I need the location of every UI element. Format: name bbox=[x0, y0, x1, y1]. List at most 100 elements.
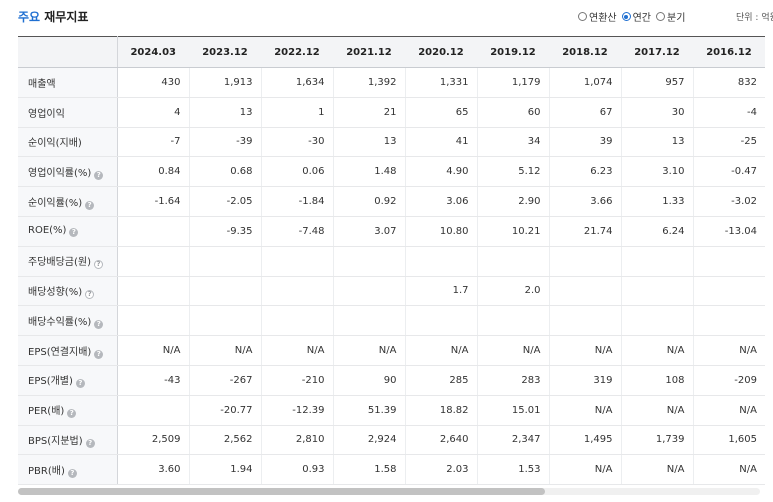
table-cell: 1 bbox=[261, 97, 334, 128]
row-label-cell: 매출액 bbox=[18, 67, 118, 98]
table-cell: -39 bbox=[189, 127, 262, 158]
row-label: 영업이익률(%) bbox=[28, 167, 92, 179]
row-label: 주당배당금(원) bbox=[28, 257, 92, 269]
table-cell: -13.04 bbox=[693, 216, 765, 247]
row-label: ROE(%) bbox=[28, 225, 67, 237]
table-cell: 67 bbox=[549, 97, 622, 128]
table-cell: -43 bbox=[117, 365, 190, 396]
table-cell: 51.39 bbox=[333, 395, 406, 426]
help-icon[interactable]: ? bbox=[75, 379, 85, 389]
help-icon[interactable]: ? bbox=[69, 228, 79, 238]
table-cell: 3.07 bbox=[333, 216, 406, 247]
table-cell: N/A bbox=[189, 335, 262, 366]
period-option-2[interactable]: 분기 bbox=[656, 9, 685, 24]
help-icon[interactable]: ? bbox=[94, 349, 104, 359]
table-cell: 18.82 bbox=[405, 395, 478, 426]
help-icon[interactable]: ? bbox=[94, 319, 104, 329]
table-cell bbox=[405, 246, 478, 277]
period-option-1[interactable]: 연간 bbox=[621, 9, 652, 24]
help-outline-icon[interactable]: ? bbox=[85, 289, 95, 299]
scrollbar-thumb[interactable] bbox=[18, 488, 545, 495]
table-cell: 1,074 bbox=[549, 67, 622, 98]
table-cell: 60 bbox=[477, 97, 550, 128]
table-cell: 1.94 bbox=[189, 454, 262, 486]
column-header-period: 2024.03 bbox=[117, 36, 189, 68]
table-cell: 430 bbox=[117, 67, 190, 98]
section-header: 주요 재무지표 연환산 연간 분기 단위 : 억원 bbox=[18, 8, 773, 26]
table-cell: N/A bbox=[621, 335, 694, 366]
table-cell: N/A bbox=[621, 395, 694, 426]
table-cell: N/A bbox=[549, 454, 622, 486]
table-cell: N/A bbox=[549, 335, 622, 366]
table-cell bbox=[621, 276, 694, 307]
table-cell: 21 bbox=[333, 97, 406, 128]
help-outline-icon[interactable]: ? bbox=[94, 260, 104, 270]
table-cell: 4.90 bbox=[405, 156, 478, 188]
table-row: 영업이익률(%)? 0.84 0.68 0.06 1.48 4.90 5.12 6.23 3.1… bbox=[18, 156, 765, 188]
help-icon[interactable]: ? bbox=[85, 200, 95, 210]
header-label-cell bbox=[18, 36, 118, 68]
table-row: 순이익(지배) -7 -39 -30 13 41 34 39 13 -25 bbox=[18, 127, 765, 158]
table-cell: N/A bbox=[333, 335, 406, 366]
period-option-label: 연간 bbox=[632, 13, 652, 24]
table-cell bbox=[261, 276, 334, 307]
row-label-cell: 순이익(지배) bbox=[18, 127, 118, 158]
table-cell: 2.03 bbox=[405, 454, 478, 486]
table-cell: 2,924 bbox=[333, 425, 406, 456]
table-cell: 1,739 bbox=[621, 425, 694, 456]
table-cell bbox=[333, 305, 406, 337]
row-label: 배당성향(%) bbox=[28, 286, 83, 298]
table-cell: 2,562 bbox=[189, 425, 262, 456]
table-cell: 15.01 bbox=[477, 395, 550, 426]
row-label-cell: BPS(지분법)? bbox=[18, 425, 118, 456]
table-row: BPS(지분법)? 2,509 2,562 2,810 2,924 2,640 2,347 1… bbox=[18, 425, 765, 456]
table-cell: N/A bbox=[693, 395, 765, 426]
table-cell: 10.80 bbox=[405, 216, 478, 247]
radio-checked-icon[interactable] bbox=[621, 12, 631, 21]
table-cell: 39 bbox=[549, 127, 622, 158]
help-icon[interactable]: ? bbox=[67, 468, 77, 478]
table-cell: 21.74 bbox=[549, 216, 622, 247]
table-cell: N/A bbox=[477, 335, 550, 366]
radio-unchecked-icon[interactable] bbox=[578, 12, 587, 21]
table-cell: 41 bbox=[405, 127, 478, 158]
table-cell: -7 bbox=[117, 127, 190, 158]
row-label: 영업이익 bbox=[28, 108, 65, 120]
table-cell: 957 bbox=[621, 67, 694, 98]
table-row: EPS(개별)? -43 -267 -210 90 285 283 319 108 -209 bbox=[18, 365, 765, 396]
table-row: 영업이익 4 13 1 21 65 60 67 30 -4 bbox=[18, 97, 765, 128]
row-label: EPS(개별) bbox=[28, 376, 73, 388]
table-row: PER(배)? -20.77 -12.39 51.39 18.82 15.01 N/A N/A… bbox=[18, 395, 765, 426]
table-cell: 1.33 bbox=[621, 186, 694, 217]
row-label-cell: EPS(연결지배)? bbox=[18, 335, 118, 366]
table-cell: N/A bbox=[693, 454, 765, 486]
table-row: 배당성향(%)? 1.7 2.0 bbox=[18, 276, 765, 307]
table-cell: 285 bbox=[405, 365, 478, 396]
financial-indicators-table: 2024.03 2023.12 2022.12 2021.12 2020.12 2019.… bbox=[18, 36, 765, 486]
table-cell: 0.93 bbox=[261, 454, 334, 486]
table-cell: 0.92 bbox=[333, 186, 406, 217]
table-cell: 1.58 bbox=[333, 454, 406, 486]
help-icon[interactable]: ? bbox=[67, 409, 77, 419]
table-cell bbox=[189, 276, 262, 307]
table-cell: 1,495 bbox=[549, 425, 622, 456]
row-label-cell: 배당수익률(%)? bbox=[18, 305, 118, 337]
help-icon[interactable]: ? bbox=[94, 170, 104, 180]
row-label-cell: 영업이익률(%)? bbox=[18, 156, 118, 188]
table-cell: 6.23 bbox=[549, 156, 622, 188]
row-label: EPS(연결지배) bbox=[28, 346, 92, 358]
table-cell: 1,331 bbox=[405, 67, 478, 98]
table-cell bbox=[621, 246, 694, 277]
radio-unchecked-icon[interactable] bbox=[656, 12, 666, 21]
period-option-0[interactable]: 연환산 bbox=[578, 9, 617, 24]
table-cell: -30 bbox=[261, 127, 334, 158]
row-label: 매출액 bbox=[28, 78, 56, 90]
row-label-cell: 주당배당금(원)? bbox=[18, 246, 118, 277]
table-cell: 832 bbox=[693, 67, 765, 98]
table-cell: -2.05 bbox=[189, 186, 262, 217]
horizontal-scrollbar[interactable] bbox=[18, 488, 760, 495]
table-cell: -4 bbox=[693, 97, 765, 128]
help-icon[interactable]: ? bbox=[85, 438, 95, 448]
table-cell: 0.84 bbox=[117, 156, 190, 188]
table-cell: 108 bbox=[621, 365, 694, 396]
